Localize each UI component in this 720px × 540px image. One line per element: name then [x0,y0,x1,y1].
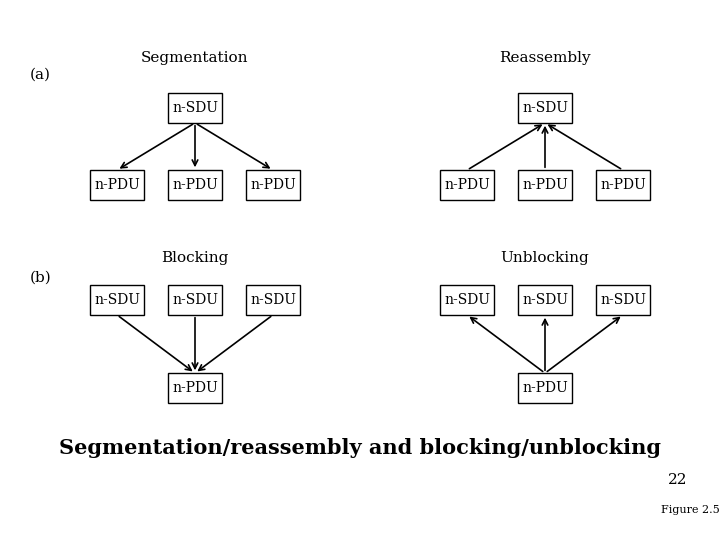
Text: n-SDU: n-SDU [522,293,568,307]
Text: Unblocking: Unblocking [500,251,590,265]
Bar [246,285,300,315]
Bar [518,373,572,403]
Text: (b): (b) [30,271,52,285]
Text: 22: 22 [668,473,688,487]
Bar [518,170,572,200]
Text: n-SDU: n-SDU [172,293,218,307]
Text: n-PDU: n-PDU [522,381,568,395]
Text: n-PDU: n-PDU [172,178,218,192]
Text: n-SDU: n-SDU [94,293,140,307]
Bar [246,170,300,200]
Bar [168,170,222,200]
Bar [518,93,572,123]
Text: Blocking: Blocking [161,251,229,265]
Text: Reassembly: Reassembly [499,51,591,65]
Text: n-SDU: n-SDU [172,101,218,115]
Text: n-PDU: n-PDU [600,178,646,192]
Bar [596,285,650,315]
Bar [90,170,144,200]
Text: n-SDU: n-SDU [444,293,490,307]
Text: n-SDU: n-SDU [600,293,646,307]
Bar [440,285,494,315]
Text: n-SDU: n-SDU [522,101,568,115]
Text: Segmentation: Segmentation [141,51,248,65]
Bar [90,285,144,315]
Bar [518,285,572,315]
Text: n-PDU: n-PDU [444,178,490,192]
Text: n-PDU: n-PDU [172,381,218,395]
Bar [168,93,222,123]
Bar [168,373,222,403]
Text: (a): (a) [30,68,51,82]
Text: n-PDU: n-PDU [522,178,568,192]
Bar [440,170,494,200]
Bar [596,170,650,200]
Text: n-PDU: n-PDU [250,178,296,192]
Text: Figure 2.5: Figure 2.5 [661,505,719,515]
Text: Segmentation/reassembly and blocking/unblocking: Segmentation/reassembly and blocking/unb… [59,438,661,458]
Text: n-PDU: n-PDU [94,178,140,192]
Text: n-SDU: n-SDU [250,293,296,307]
Bar [168,285,222,315]
